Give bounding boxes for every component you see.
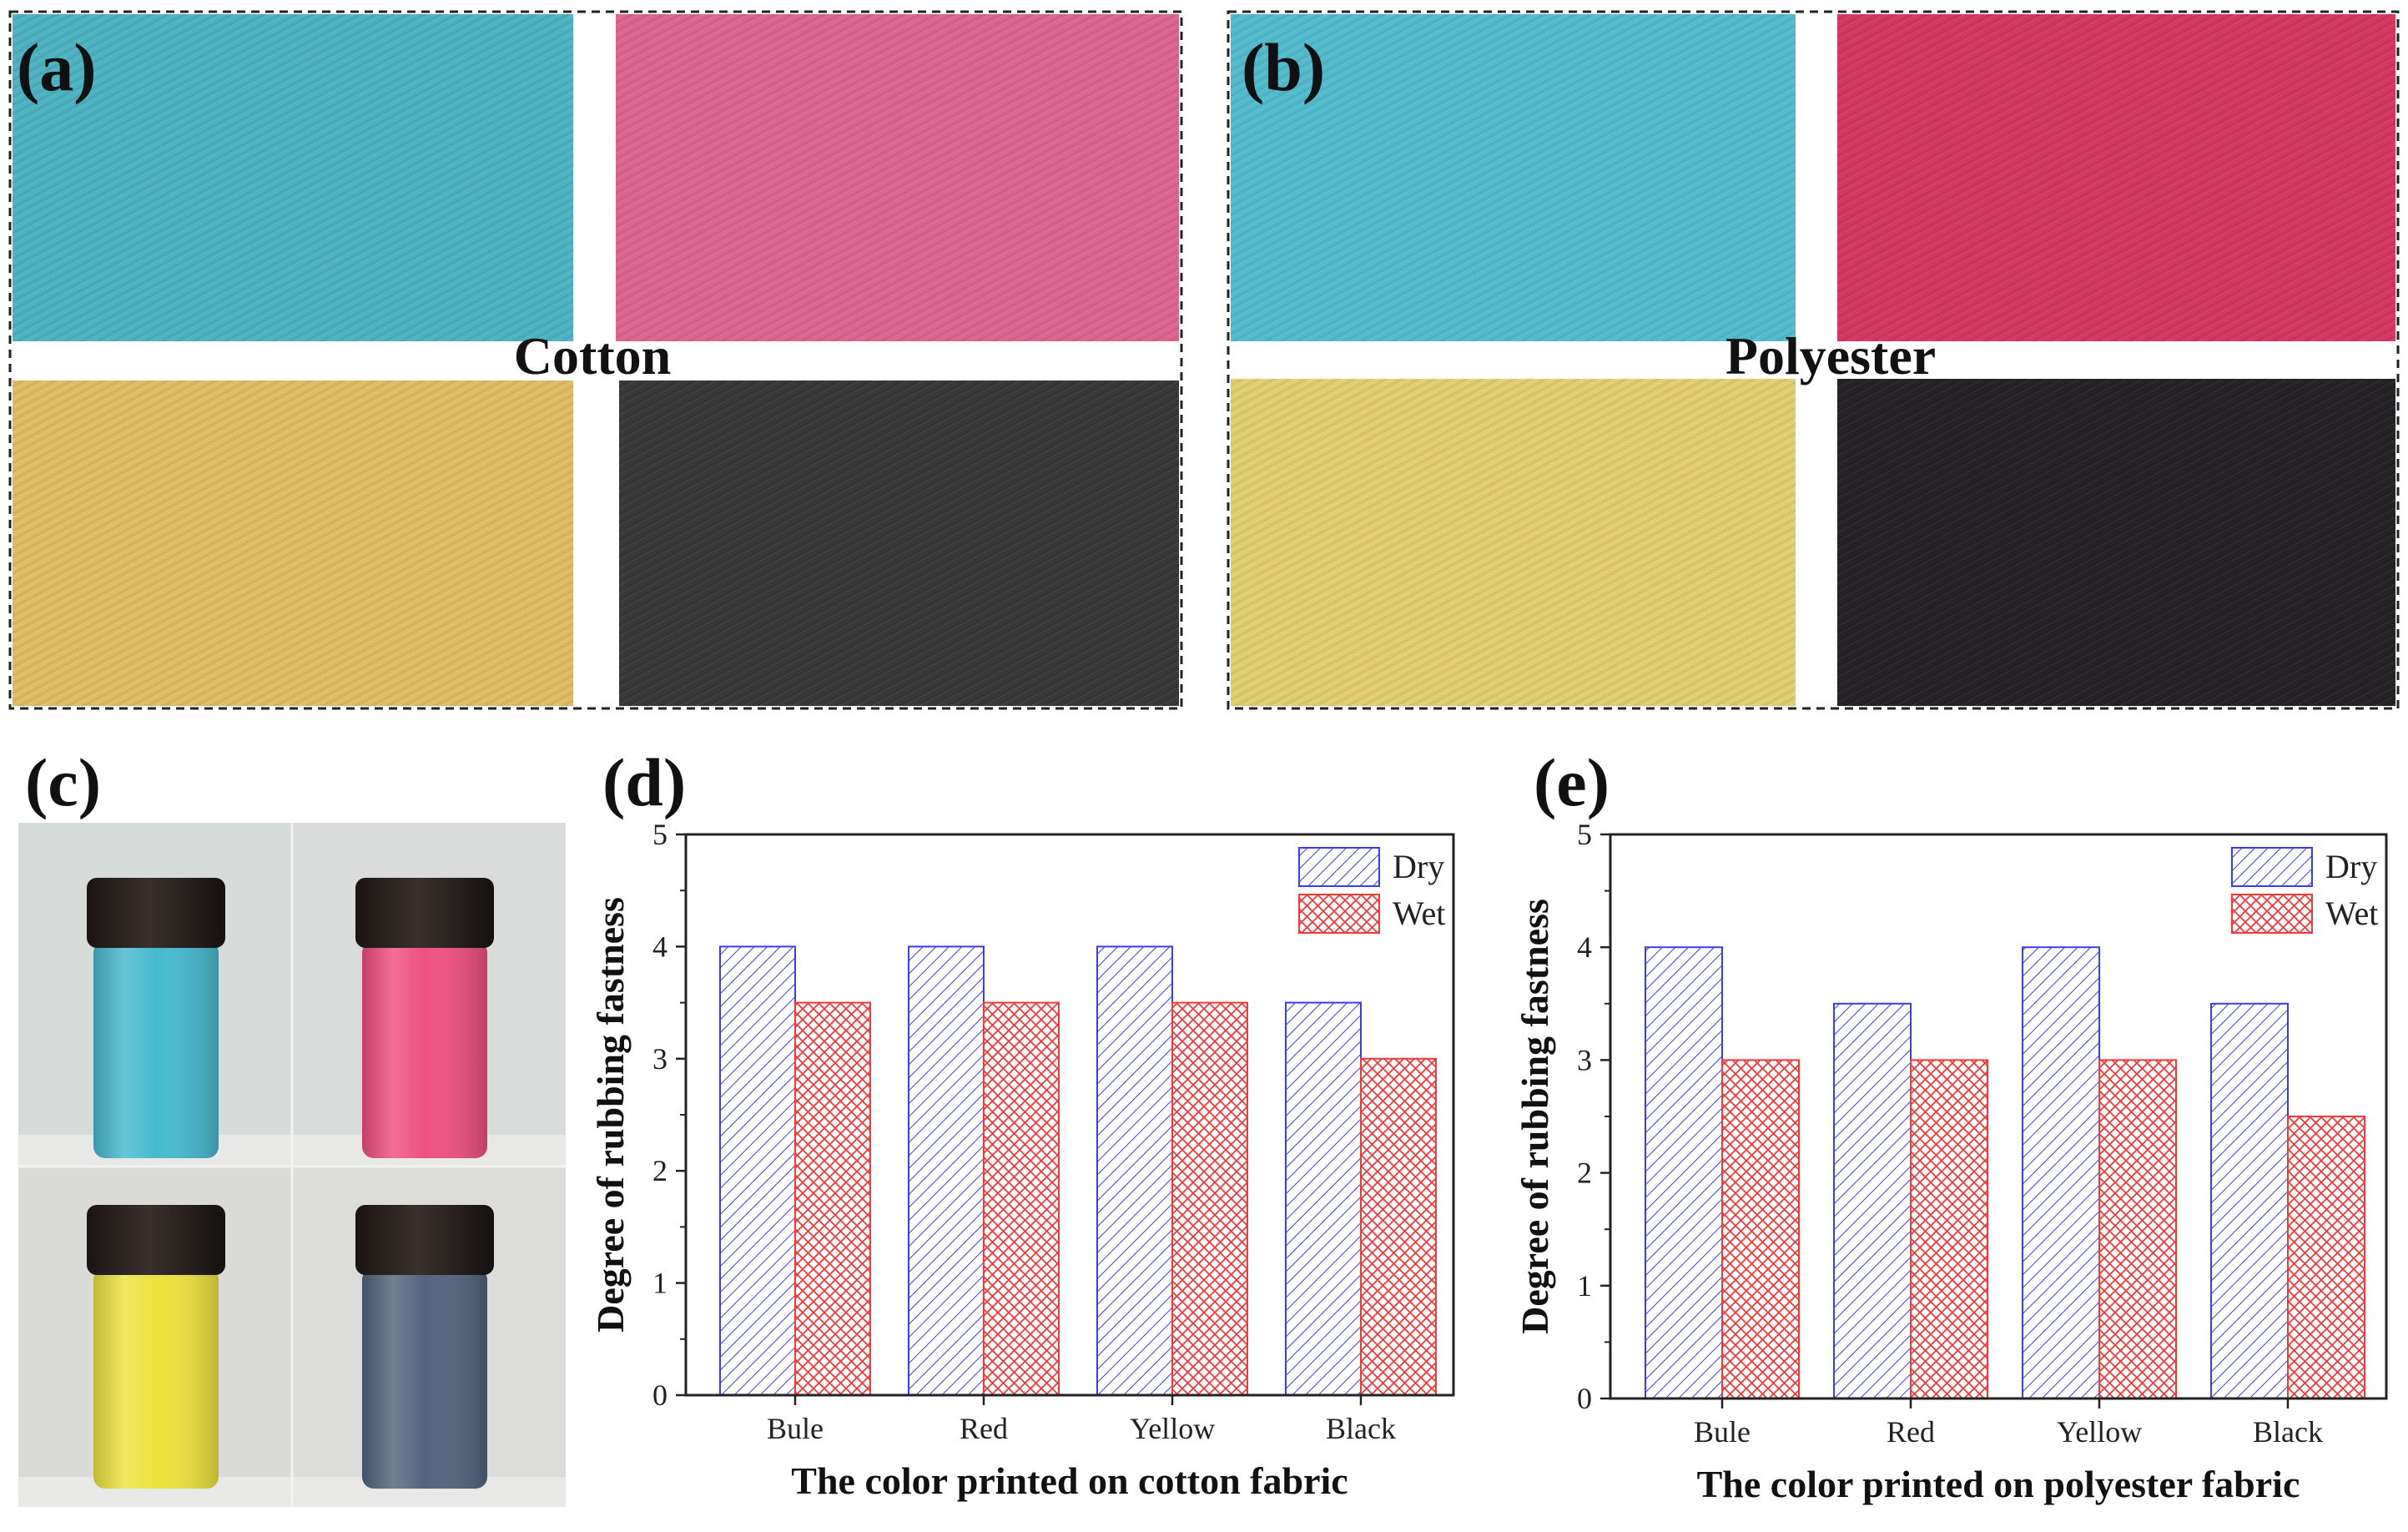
legend-swatch-dry: [2231, 847, 2313, 887]
bar-wet-yellow: [1171, 1001, 1248, 1396]
chart-e: (e) Bule Red Yellow Black 0 1 2 3 4 5 The color pri…: [1514, 744, 2388, 1505]
x-tick-label: Bule: [1694, 1415, 1751, 1449]
y-tick-label: 3: [1577, 1043, 1592, 1076]
panel-b-label: (b): [1242, 29, 1325, 105]
y-tick-label: 3: [652, 1042, 667, 1076]
bar-dry-black: [2210, 1002, 2289, 1400]
bar-dry-red: [908, 945, 985, 1396]
x-tick-label: Black: [2253, 1415, 2323, 1449]
y-tick-label: 1: [1577, 1269, 1592, 1303]
legend-swatch-dry: [1298, 847, 1380, 887]
cotton-swatch-yellow: [13, 380, 573, 706]
y-tick-label: 2: [1577, 1157, 1592, 1190]
x-tick-label: Yellow: [2057, 1415, 2142, 1449]
bar-dry-yellow: [1096, 945, 1173, 1396]
panel-b: (b) Polyester: [1227, 10, 2400, 710]
x-tick-label: Red: [1887, 1415, 1935, 1449]
ink-bottle-black: [355, 1205, 494, 1489]
y-tick-label: 5: [1577, 818, 1592, 851]
polyester-swatch-red: [1837, 14, 2395, 341]
panel-a-border: [8, 10, 1183, 710]
polyester-swatch-yellow: [1231, 379, 1796, 706]
legend-label-wet: Wet: [2325, 895, 2378, 932]
legend-swatch-wet: [2231, 894, 2313, 934]
panel-c: (c): [18, 744, 566, 1507]
bar-dry-bule: [719, 945, 796, 1396]
y-tick-label: 0: [1577, 1382, 1592, 1415]
panel-b-border: [1227, 10, 2400, 710]
ink-bottle-red: [355, 878, 494, 1158]
y-tick-label: 5: [652, 818, 667, 851]
chart-panel-label: (e): [1534, 744, 1610, 820]
x-axis-label: The color printed on polyester fabric: [1697, 1463, 2300, 1505]
panel-b-caption: Polyester: [1725, 326, 1936, 386]
polyester-swatch-black: [1837, 379, 2395, 706]
x-tick-label: Yellow: [1130, 1412, 1215, 1445]
chart-d: (d) Bule Red Yellow Black 0 1 2 3 4 5 The color pri…: [589, 744, 1455, 1502]
polyester-swatch-blue: [1231, 14, 1796, 341]
y-tick-label: 4: [652, 930, 667, 963]
y-tick-label: 2: [652, 1154, 667, 1187]
x-axis-label: The color printed on cotton fabric: [791, 1459, 1348, 1502]
legend-label-dry: Dry: [2325, 848, 2377, 885]
bar-wet-red: [983, 1001, 1060, 1396]
bar-dry-bule: [1645, 946, 1723, 1399]
bar-wet-red: [1910, 1059, 1988, 1400]
bar-wet-bule: [1721, 1059, 1800, 1400]
x-tick-label: Black: [1326, 1412, 1396, 1445]
panel-a-label: (a): [17, 29, 97, 105]
x-tick-label: Red: [960, 1412, 1008, 1445]
legend-swatch-wet: [1298, 894, 1380, 934]
bar-wet-black: [2287, 1116, 2365, 1399]
y-tick-label: 0: [652, 1378, 667, 1412]
bar-wet-black: [1360, 1057, 1437, 1397]
y-tick-label: 1: [652, 1267, 667, 1300]
cotton-swatch-black: [619, 380, 1179, 706]
bar-dry-red: [1833, 1002, 1912, 1400]
y-axis-label: Degree of rubbing fastness: [1514, 899, 1556, 1334]
legend-label-dry: Dry: [1393, 848, 1444, 885]
cotton-swatch-blue: [13, 14, 573, 341]
y-tick-label: 4: [1577, 930, 1592, 964]
x-tick-label: Bule: [767, 1412, 824, 1445]
bar-wet-yellow: [2098, 1059, 2177, 1400]
panel-a-caption: Cotton: [514, 326, 671, 386]
cotton-swatch-red: [616, 14, 1179, 341]
chart-panel-label: (d): [602, 744, 686, 820]
bar-dry-black: [1285, 1001, 1362, 1396]
bar-wet-bule: [794, 1001, 871, 1396]
ink-bottle-yellow: [87, 1205, 225, 1489]
ink-bottle-blue: [87, 878, 225, 1158]
y-axis-label: Degree of rubbing fastness: [589, 897, 632, 1333]
legend-label-wet: Wet: [1393, 895, 1445, 932]
panel-a: (a) Cotton: [8, 10, 1183, 710]
panel-c-label: (c): [25, 744, 101, 820]
bar-dry-yellow: [2022, 946, 2100, 1399]
